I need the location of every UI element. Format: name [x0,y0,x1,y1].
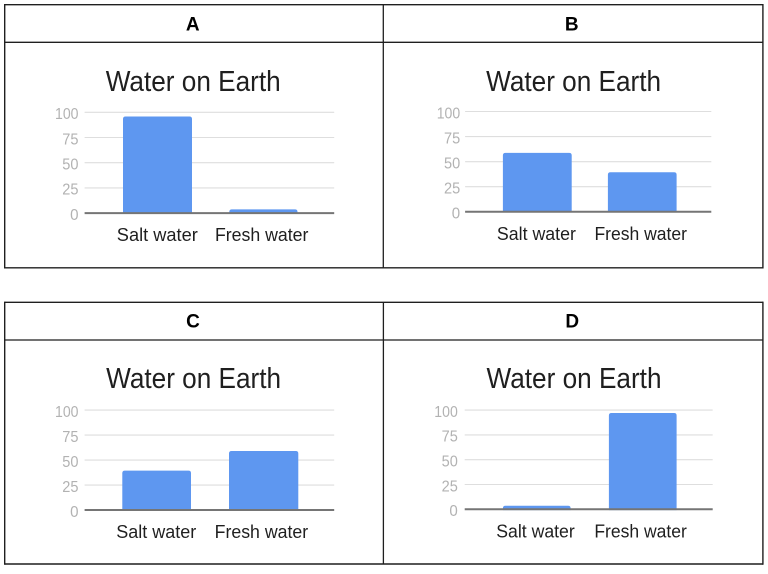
svg-text:50: 50 [442,454,458,471]
svg-text:D: D [565,312,579,333]
svg-text:75: 75 [62,429,78,446]
svg-text:Water on Earth: Water on Earth [486,66,661,98]
svg-text:Salt water: Salt water [116,521,196,542]
svg-text:25: 25 [442,478,458,495]
svg-text:Salt water: Salt water [497,223,576,244]
svg-text:Fresh water: Fresh water [215,521,309,542]
svg-text:0: 0 [70,207,78,224]
svg-text:Fresh water: Fresh water [594,520,687,541]
svg-text:50: 50 [444,156,460,173]
svg-text:25: 25 [62,182,78,199]
svg-text:B: B [565,15,579,36]
svg-text:Fresh water: Fresh water [215,224,309,245]
svg-text:Salt water: Salt water [496,520,575,541]
svg-text:25: 25 [62,479,78,496]
svg-text:A: A [186,15,200,36]
svg-text:50: 50 [62,157,78,174]
svg-text:Fresh water: Fresh water [594,223,687,244]
svg-text:75: 75 [444,130,460,147]
svg-text:100: 100 [55,404,79,421]
svg-text:C: C [186,312,200,333]
svg-text:0: 0 [452,206,460,223]
svg-text:0: 0 [70,504,78,521]
svg-text:0: 0 [449,503,457,520]
svg-text:75: 75 [62,131,78,148]
svg-text:Salt water: Salt water [117,224,198,245]
svg-text:100: 100 [434,404,458,421]
svg-text:75: 75 [442,429,458,446]
svg-text:50: 50 [62,454,78,471]
svg-text:Water on Earth: Water on Earth [487,363,662,395]
svg-text:100: 100 [55,106,79,123]
svg-text:25: 25 [444,181,460,198]
svg-text:Water on Earth: Water on Earth [106,363,281,395]
svg-text:100: 100 [437,105,461,122]
svg-text:Water on Earth: Water on Earth [106,66,281,98]
